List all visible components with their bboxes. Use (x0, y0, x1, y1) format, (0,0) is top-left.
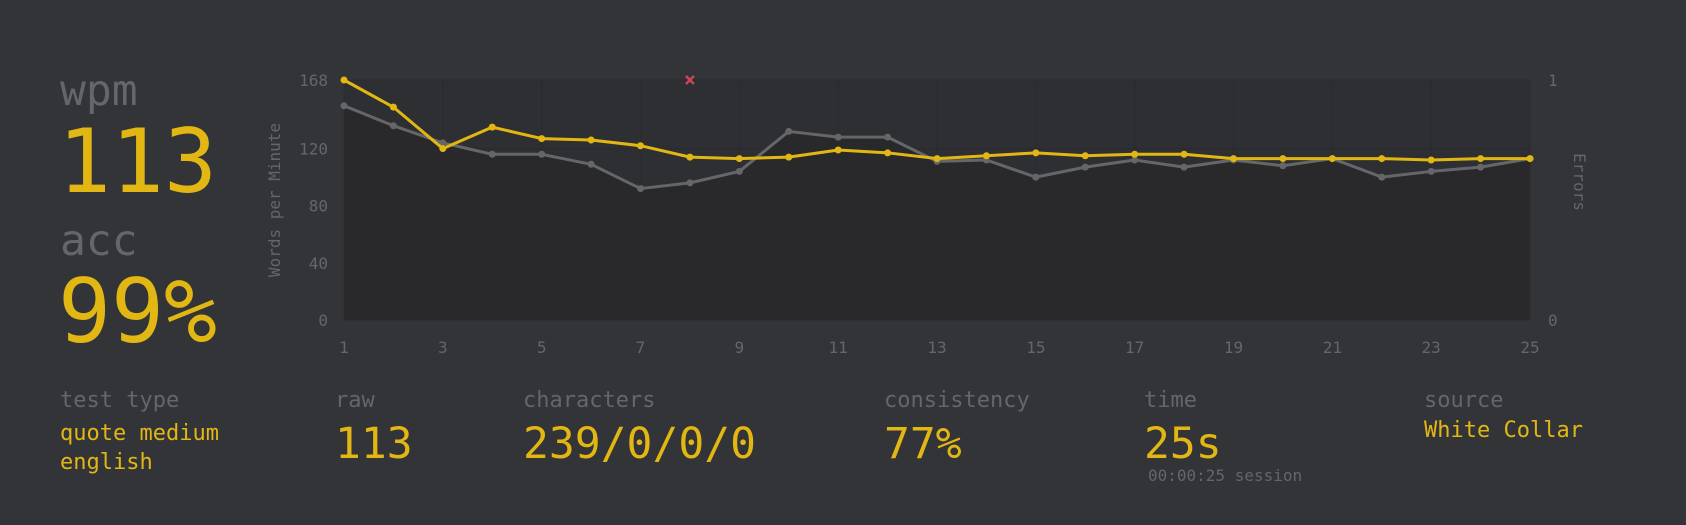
point (1427, 167, 1435, 175)
point (1378, 173, 1386, 181)
point (637, 185, 644, 193)
point (735, 155, 743, 163)
point (1180, 150, 1188, 158)
x-tick-label: 7 (636, 338, 646, 357)
stat-label: consistency (884, 388, 1030, 413)
stat-label: time (1144, 388, 1197, 413)
point (439, 139, 447, 147)
x-tick-label: 23 (1422, 338, 1441, 357)
acc-label: acc (60, 216, 138, 266)
y2-tick-label: 0 (1548, 311, 1558, 330)
stat-value: 239/0/0/0 (523, 419, 756, 469)
y-tick-label: 120 (299, 140, 328, 159)
wpm-label: wpm (60, 66, 138, 116)
stat-label: test type (60, 388, 180, 413)
point (933, 155, 941, 163)
point (1230, 155, 1237, 163)
stat-note: 00:00:25 session (1148, 466, 1303, 485)
point (686, 179, 694, 187)
x-tick-label: 11 (829, 338, 848, 357)
point (488, 150, 496, 158)
point (1081, 163, 1089, 171)
point (1526, 155, 1534, 163)
wpm-value: 113 (58, 110, 217, 213)
y-tick-label: 0 (318, 311, 328, 330)
point (884, 149, 892, 157)
x-tick-label: 21 (1323, 338, 1342, 357)
point (1131, 150, 1139, 158)
y2-tick-label: 1 (1548, 71, 1558, 90)
stat-label: raw (335, 388, 375, 413)
point (834, 146, 842, 154)
point (389, 122, 397, 130)
point (1279, 162, 1287, 170)
point (587, 160, 595, 168)
point (834, 133, 842, 141)
stat-value: quote medium (60, 421, 219, 446)
y-tick-label: 168 (299, 71, 328, 90)
point (1180, 163, 1188, 171)
x-tick-label: 13 (927, 338, 946, 357)
point (1279, 155, 1287, 163)
point (538, 150, 546, 158)
acc-value: 99% (58, 260, 217, 363)
point (1328, 155, 1336, 163)
point (1081, 152, 1089, 160)
y-tick-label: 40 (309, 254, 328, 273)
point (735, 167, 743, 175)
y2-axis-label: Errors (1570, 153, 1589, 211)
stat-value: White Collar (1424, 418, 1583, 443)
stat-value: english (60, 450, 153, 475)
x-tick-label: 5 (537, 338, 547, 357)
point (439, 145, 447, 153)
x-tick-label: 3 (438, 338, 448, 357)
point (340, 102, 348, 110)
point (1032, 173, 1040, 181)
point (1477, 163, 1485, 171)
x-tick-label: 25 (1520, 338, 1539, 357)
point (982, 152, 990, 160)
y-axis-label: Words per Minute (265, 123, 284, 277)
point (340, 76, 348, 84)
point (686, 153, 694, 161)
point (1427, 156, 1435, 164)
point (389, 103, 397, 111)
x-tick-label: 19 (1224, 338, 1243, 357)
x-tick-label: 9 (735, 338, 745, 357)
stat-value: 25s (1144, 419, 1222, 469)
stat-label: source (1424, 388, 1504, 413)
point (538, 135, 546, 143)
point (1032, 149, 1040, 157)
x-tick-label: 1 (339, 338, 349, 357)
point (1378, 155, 1386, 163)
stat-value: 77% (884, 419, 962, 469)
area (344, 105, 1530, 320)
point (637, 142, 644, 150)
point (1131, 156, 1139, 164)
point (785, 153, 793, 161)
point (785, 127, 793, 135)
point (884, 133, 892, 141)
error-marker (685, 75, 695, 85)
y-tick-label: 80 (309, 197, 328, 216)
x-tick-label: 17 (1125, 338, 1144, 357)
stat-value: 113 (335, 419, 413, 469)
point (488, 123, 496, 131)
point (1477, 155, 1485, 163)
x-tick-label: 15 (1026, 338, 1045, 357)
stat-label: characters (523, 388, 656, 413)
point (587, 136, 595, 144)
